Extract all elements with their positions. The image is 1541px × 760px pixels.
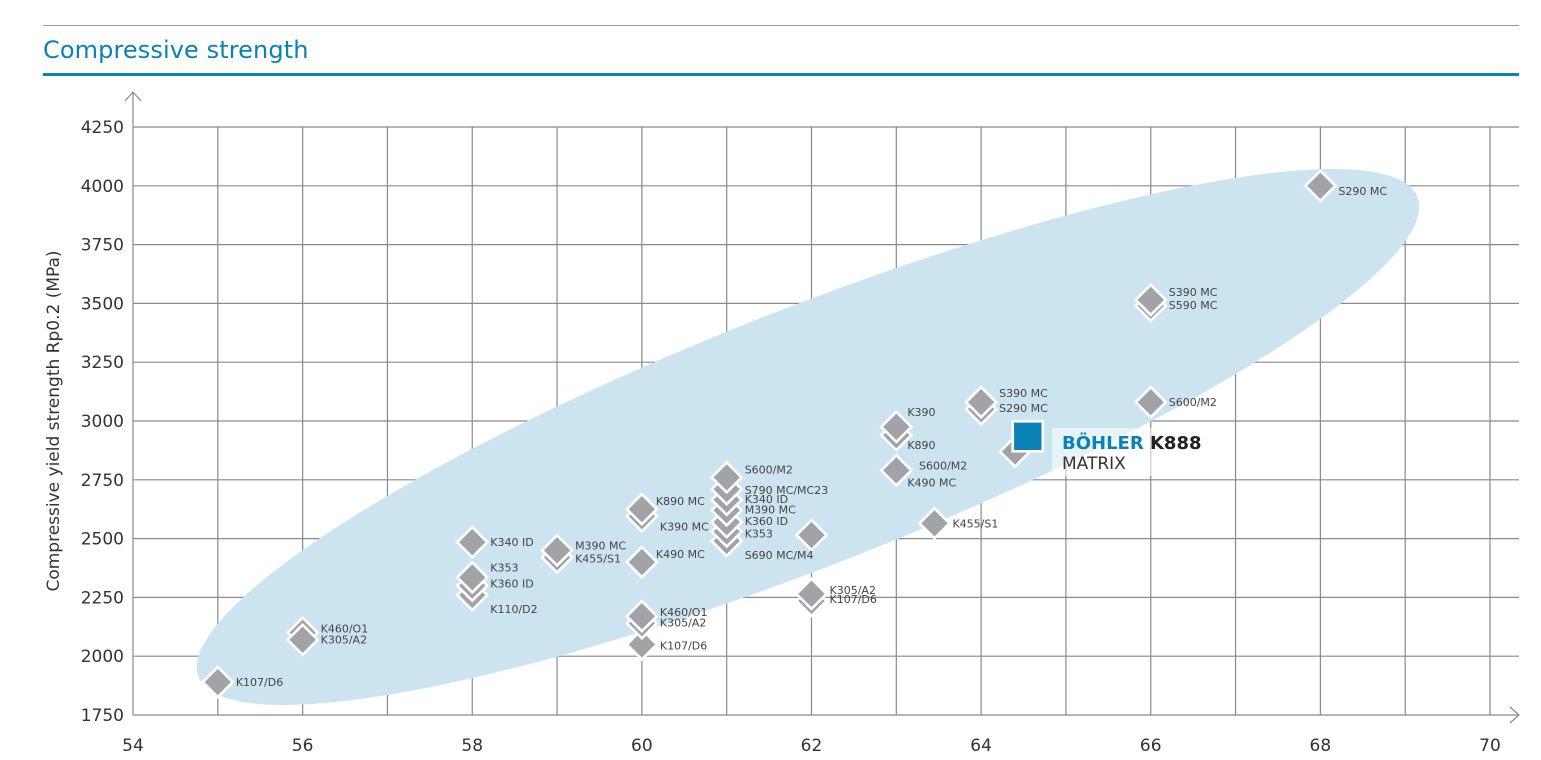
y-tick-label: 4250: [81, 118, 124, 138]
y-tick-label: 3500: [81, 294, 124, 314]
point-label: K353: [490, 561, 518, 574]
diamond-marker: [794, 577, 829, 611]
point-label: K360 ID: [490, 578, 533, 591]
axes: [124, 91, 1520, 724]
point-label: S290 MC: [999, 402, 1048, 415]
point-label: K390 MC: [660, 520, 709, 533]
diamond-marker: [285, 622, 320, 657]
x-tick-label: 64: [970, 736, 992, 756]
point-label: K107/D6: [660, 639, 707, 652]
x-tick-label: 58: [461, 736, 483, 756]
title-underline: [43, 73, 1519, 76]
y-tick-label: 2500: [81, 530, 124, 550]
diamond-marker: [879, 453, 914, 488]
point-label: K305/A2: [321, 634, 367, 647]
point-label: S390 MC: [1169, 286, 1218, 299]
point-label: K890: [907, 439, 935, 452]
point-label: K353: [745, 528, 773, 541]
point-label: S600/M2: [745, 463, 793, 476]
point-label: S390 MC: [999, 387, 1048, 400]
grade-region: [196, 169, 1420, 705]
diamond-marker: [1133, 283, 1168, 317]
y-tick-label: 3000: [81, 412, 124, 432]
diamond-marker: [1133, 385, 1168, 420]
point-label: K490 MC: [907, 476, 956, 489]
point-label: K390: [907, 406, 935, 419]
y-axis-arrow-icon: [124, 91, 142, 102]
diamond-marker: [964, 385, 998, 420]
highlight-label-box: [1052, 428, 1210, 476]
diamond-marker: [709, 460, 744, 495]
point-label: S690 MC/M4: [745, 549, 814, 562]
x-tick-label: 62: [801, 736, 823, 756]
point-label: K490 MC: [656, 548, 705, 561]
diamond-marker: [625, 545, 659, 579]
top-rule: [43, 25, 1519, 26]
y-tick-label: 2750: [81, 471, 124, 491]
diamond-marker: [455, 560, 490, 595]
highlight-label-line1: BÖHLER K888: [1062, 432, 1202, 454]
point-label: S290 MC: [1338, 185, 1387, 198]
y-tick-label: 1750: [81, 706, 124, 726]
diamond-marker: [625, 627, 659, 662]
point-label: K340 ID: [490, 536, 533, 549]
x-tick-label: 70: [1479, 736, 1501, 756]
x-tick-label: 68: [1310, 736, 1332, 756]
x-tick-label: 56: [292, 736, 314, 756]
highlight-brand: BÖHLER: [1062, 432, 1150, 454]
point-label: M390 MC: [575, 539, 626, 552]
point-label: M390 MC: [745, 503, 796, 516]
highlight-label-line2: MATRIX: [1062, 454, 1126, 474]
x-tick-label: 60: [631, 736, 653, 756]
diamond-marker: [917, 506, 952, 541]
k888-square-marker: [1011, 419, 1045, 453]
point-label: K107/D6: [236, 676, 283, 689]
point-label: K455/S1: [952, 517, 998, 530]
diamond-marker: [1303, 168, 1338, 203]
diamond-marker: [200, 665, 235, 699]
point-label: K360 ID: [745, 515, 788, 528]
y-tick-label: 2000: [81, 647, 124, 667]
y-tick-label: 3250: [81, 353, 124, 373]
diamond-marker: [879, 410, 914, 444]
point-label: S590 MC: [1169, 299, 1218, 312]
point-label: K305/A2: [830, 584, 876, 597]
diamond-marker: [455, 525, 490, 559]
point-label: K340 ID: [745, 493, 788, 506]
tick-labels: 54 56 58 60 62 64 66 68 70 1750 2000 2250 2500 2750 30…: [81, 118, 1501, 756]
diamond-marker: [540, 533, 574, 568]
page-title: Compressive strength: [43, 36, 309, 64]
y-tick-label: 2250: [81, 588, 124, 608]
y-tick-label: 4000: [81, 177, 124, 197]
point-label: K460/O1: [321, 623, 369, 636]
point-label: S600/M2: [1169, 396, 1217, 409]
region-ellipse: [196, 169, 1420, 705]
diamond-marker: [625, 599, 659, 634]
diamond-marker: [625, 492, 659, 527]
point-label: S790 MC/MC23: [745, 484, 829, 497]
point-label: K455/S1: [575, 552, 621, 565]
x-axis-arrow-icon: [1509, 706, 1520, 724]
point-label: K305/A2: [660, 616, 706, 629]
point-label: K460/O1: [660, 606, 708, 619]
diamond-marker: [794, 518, 829, 552]
point-label: K107/D6: [830, 593, 877, 606]
y-axis-label: Compressive yield strength Rp0.2 (MPa): [44, 250, 64, 591]
y-tick-label: 3750: [81, 236, 124, 256]
point-label: S600/M2: [919, 460, 967, 473]
x-tick-label: 66: [1140, 736, 1162, 756]
x-tick-label: 54: [122, 736, 144, 756]
point-label: K890 MC: [656, 495, 705, 508]
highlight-grade: K888: [1150, 433, 1202, 454]
point-label: K110/D2: [490, 603, 537, 616]
